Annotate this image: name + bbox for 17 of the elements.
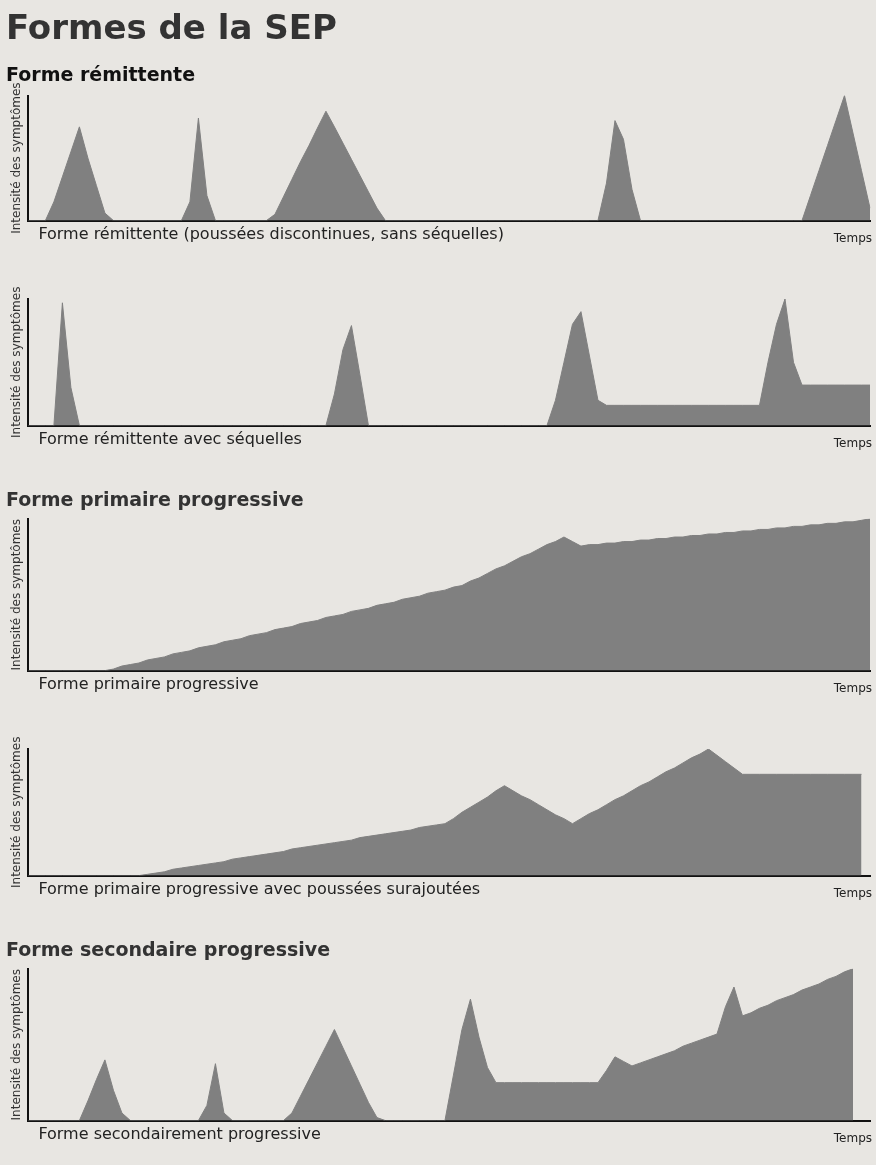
chart-title: Forme secondaire progressive [6,938,331,961]
text: Forme rémittente avec séquelles [38,428,302,448]
y-axis-title: Intensité des symptômes [9,736,24,889]
chart-title: Formes de la SEP [6,7,337,48]
x-axis-title: Temps [832,1130,872,1145]
chart-title: Forme primaire progressive [6,488,304,511]
y-axis-title: Intensité des symptômes [9,968,24,1121]
text: Forme rémittente (poussées discontinues, sans séquelles) [38,223,504,243]
text: Forme primaire progressive avec poussées surajoutées [38,878,481,898]
x-axis-title: Temps [832,680,872,695]
y-axis-title: Intensité des symptômes [9,518,24,671]
text: Forme secondairement progressive [38,1123,321,1143]
y-axis-title: Intensité des symptômes [9,286,24,439]
x-axis-title: Temps [832,230,872,245]
text: Forme primaire progressive [38,673,259,693]
x-axis-title: Temps [832,435,872,450]
x-axis-title: Temps [832,885,872,900]
